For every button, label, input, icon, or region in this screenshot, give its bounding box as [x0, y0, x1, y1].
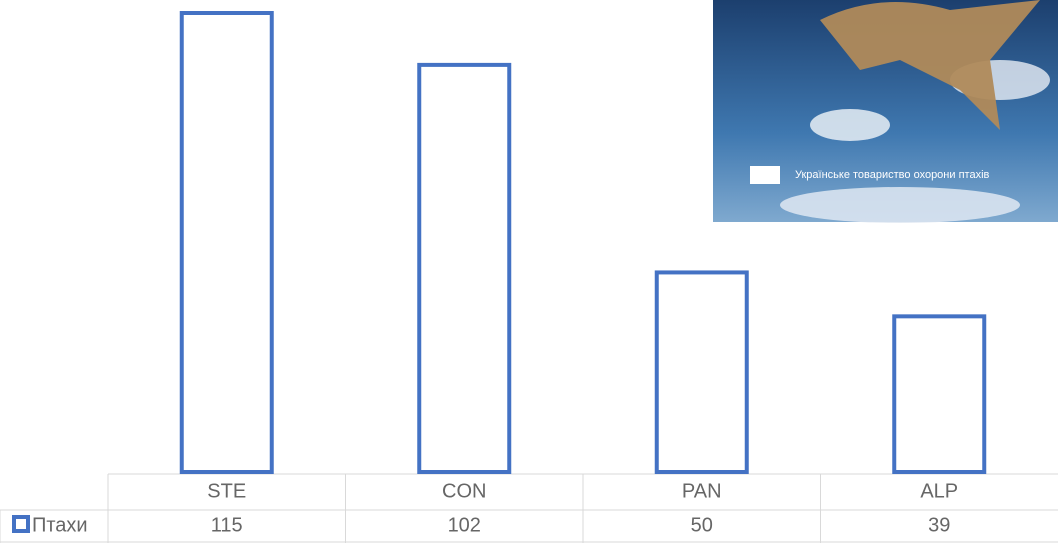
bar: [894, 316, 984, 472]
table-value: 50: [691, 514, 713, 536]
legend-label: Птахи: [32, 514, 88, 536]
legend-swatch: [14, 517, 28, 531]
x-tick-label: ALP: [920, 480, 958, 502]
bar: [657, 272, 747, 472]
x-tick-label: CON: [442, 480, 486, 502]
chart: Українське товариство охорони птахів Пта…: [0, 0, 1058, 543]
bar: [419, 65, 509, 472]
page: Українське товариство охорони птахів Пта…: [0, 0, 1058, 543]
x-tick-label: STE: [207, 480, 246, 502]
data-table: [0, 474, 1058, 543]
photo: Українське товариство охорони птахів: [713, 0, 1058, 223]
table-value: 115: [211, 514, 243, 536]
table-value: 39: [928, 514, 950, 536]
photo-caption: Українське товариство охорони птахів: [795, 169, 990, 181]
table-value: 102: [448, 514, 481, 536]
x-tick-label: PAN: [682, 480, 722, 502]
bar: [182, 13, 272, 472]
